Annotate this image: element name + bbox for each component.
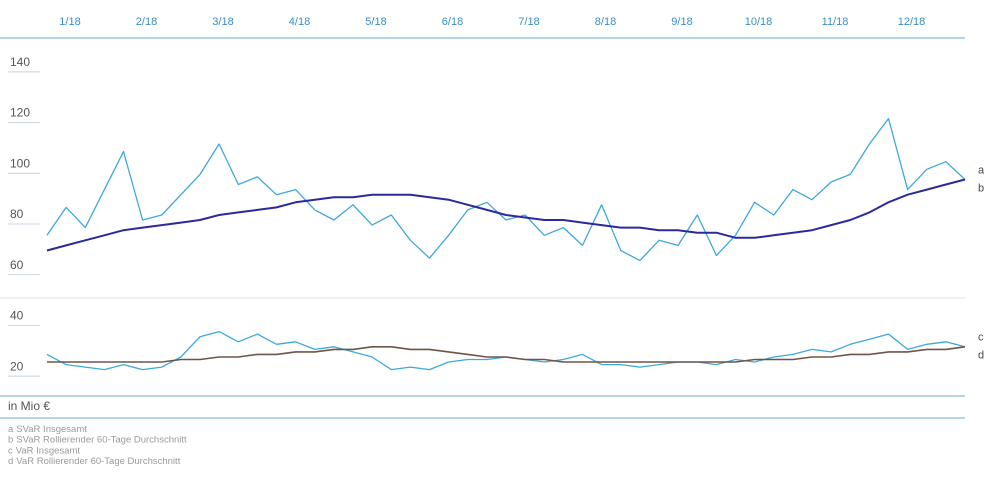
y-tick-label: 140 <box>10 55 30 69</box>
y-tick-label: 40 <box>10 309 24 323</box>
legend-key: a <box>8 424 14 435</box>
x-tick-label: 9/18 <box>671 16 692 28</box>
legend-entry: c VaR Insgesamt <box>8 445 80 456</box>
y-tick-label: 80 <box>10 207 24 221</box>
series-key: a <box>978 164 985 176</box>
legend-key: b <box>8 434 13 445</box>
series-line <box>46 330 966 371</box>
unit-label: in Mio € <box>8 399 50 413</box>
legend-entry: a SVaR Insgesamt <box>8 424 87 435</box>
legend-key: c <box>8 445 13 456</box>
x-tick-label: 7/18 <box>518 16 539 28</box>
x-tick-label: 2/18 <box>136 16 157 28</box>
x-tick-label: 10/18 <box>745 16 773 28</box>
legend-label: SVaR Insgesamt <box>16 424 87 435</box>
x-tick-label: 3/18 <box>212 16 233 28</box>
x-tick-label: 8/18 <box>595 16 616 28</box>
y-tick-label: 60 <box>10 258 24 272</box>
y-tick-label: 120 <box>10 106 30 120</box>
series-line <box>46 178 966 252</box>
x-tick-label: 5/18 <box>365 16 386 28</box>
series-line <box>47 346 966 363</box>
legend-label: SVaR Rollierender 60-Tage Durchschnitt <box>16 434 187 445</box>
legend-label: VaR Insgesamt <box>16 445 81 456</box>
legend-entry: b SVaR Rollierender 60-Tage Durchschnitt <box>8 434 187 445</box>
x-tick-label: 4/18 <box>289 16 310 28</box>
series-line <box>46 117 966 262</box>
x-tick-label: 11/18 <box>822 16 849 28</box>
x-tick-label: 6/18 <box>442 16 463 28</box>
legend-label: VaR Rollierender 60-Tage Durchschnitt <box>16 456 180 467</box>
series-key: b <box>978 182 984 194</box>
x-tick-label: 1/18 <box>59 16 80 28</box>
x-tick-label: 12/18 <box>898 16 926 28</box>
legend-key: d <box>8 456 13 467</box>
series-key: c <box>978 332 984 344</box>
legend-entry: d VaR Rollierender 60-Tage Durchschnitt <box>8 456 181 467</box>
series-key: d <box>978 350 984 362</box>
y-tick-label: 100 <box>10 156 30 170</box>
y-tick-label: 20 <box>10 359 24 373</box>
